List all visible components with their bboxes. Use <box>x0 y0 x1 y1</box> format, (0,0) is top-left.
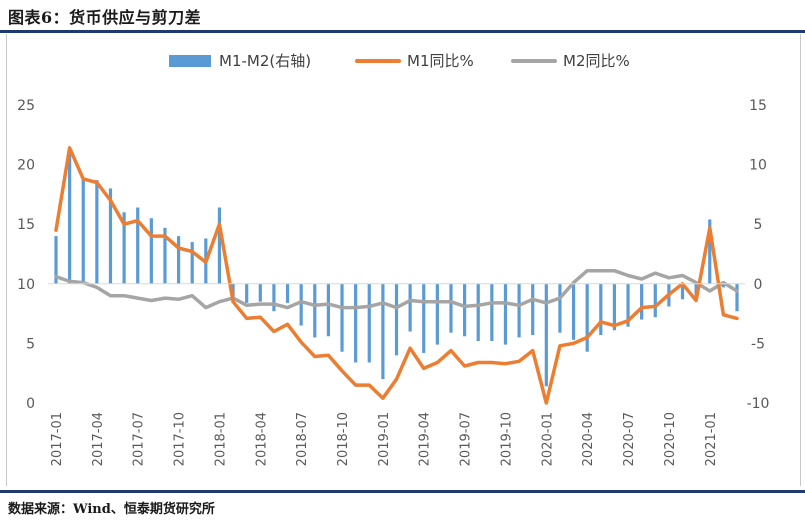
x-tick-2020-07: 2020-07 <box>622 412 637 466</box>
x-tick-2019-04: 2019-04 <box>418 412 433 466</box>
bar-2019-09 <box>490 283 494 342</box>
left-tick-10: 10 <box>17 277 35 293</box>
bar-2017-03 <box>81 178 85 284</box>
bar-2019-11 <box>517 283 521 338</box>
bar-series <box>54 150 739 387</box>
bar-2018-09 <box>326 283 330 337</box>
bar-2020-02 <box>558 283 562 333</box>
x-tick-2019-10: 2019-10 <box>499 412 514 466</box>
bar-2019-05 <box>435 283 439 345</box>
bar-2018-05 <box>272 283 276 312</box>
bar-2017-06 <box>122 212 126 284</box>
bar-2018-07 <box>299 283 303 326</box>
legend-label-m2: M2同比% <box>563 52 630 70</box>
left-tick-15: 15 <box>17 217 35 233</box>
title-rule <box>0 30 805 33</box>
bar-2019-01 <box>381 283 385 380</box>
x-tick-2017-01: 2017-01 <box>50 412 65 466</box>
source-note: 数据来源：Wind、恒泰期货研究所 <box>8 502 215 517</box>
bar-2020-03 <box>571 283 576 340</box>
bar-2018-11 <box>354 283 358 363</box>
bar-2020-07 <box>626 283 630 327</box>
x-tick-2017-10: 2017-10 <box>173 412 188 466</box>
x-tick-2018-10: 2018-10 <box>336 412 351 466</box>
bar-2017-02 <box>68 150 72 284</box>
m1-line <box>54 146 739 405</box>
x-tick-2020-01: 2020-01 <box>540 412 555 466</box>
bar-2021-03 <box>735 283 739 312</box>
bar-2019-07 <box>463 283 467 337</box>
bar-2018-06 <box>285 283 290 303</box>
bar-2019-12 <box>531 283 535 336</box>
bar-2020-06 <box>612 283 617 331</box>
m2-line <box>54 268 739 310</box>
right-tick--10: -10 <box>747 396 770 412</box>
bar-2019-02 <box>394 283 399 356</box>
right-tick-5: 5 <box>754 217 763 233</box>
x-tick-2019-07: 2019-07 <box>459 412 474 466</box>
x-tick-2018-07: 2018-07 <box>295 412 310 466</box>
right-tick-10: 10 <box>749 158 767 174</box>
legend-label-m1: M1同比% <box>407 52 474 70</box>
bar-2020-05 <box>599 283 603 336</box>
bar-2018-04 <box>258 283 262 302</box>
bar-2020-09 <box>653 283 657 318</box>
bar-2020-08 <box>640 283 644 320</box>
bar-2018-08 <box>313 283 317 338</box>
legend-swatch-bar <box>169 55 211 67</box>
bar-2019-06 <box>449 283 453 333</box>
bar-2017-10 <box>176 236 181 284</box>
bar-2020-04 <box>585 283 589 352</box>
title-bar: 图表6：货币供应与剪刀差 <box>0 0 805 30</box>
bar-2019-03 <box>408 283 412 332</box>
bar-2017-01 <box>54 236 58 284</box>
bar-2021-02 <box>721 283 725 288</box>
bar-2018-12 <box>367 283 371 363</box>
bar-2017-08 <box>149 218 153 284</box>
bar-2021-01 <box>708 219 712 284</box>
bar-2020-01 <box>544 283 548 387</box>
x-tick-2018-04: 2018-04 <box>254 412 269 466</box>
x-tick-2017-04: 2017-04 <box>91 412 106 466</box>
x-tick-2018-01: 2018-01 <box>213 412 228 466</box>
chart-frame: M1-M2(右轴) M1同比% M2同比% 0 5 10 15 20 25 -10 -5 0 5 10 1… <box>6 34 801 486</box>
left-tick-25: 25 <box>17 98 35 114</box>
bar-2019-08 <box>476 283 480 342</box>
bar-2019-10 <box>503 283 508 345</box>
x-tick-2021-01: 2021-01 <box>704 412 719 466</box>
left-tick-5: 5 <box>26 336 35 352</box>
bar-2019-04 <box>422 283 426 353</box>
x-tick-2019-01: 2019-01 <box>377 412 392 466</box>
x-tick-2020-04: 2020-04 <box>581 412 596 466</box>
chart-svg: M1-M2(右轴) M1同比% M2同比% 0 5 10 15 20 25 -10 -5 0 5 10 1… <box>17 52 769 466</box>
bar-2017-09 <box>163 227 167 284</box>
bar-2017-04 <box>95 180 99 284</box>
bar-2017-11 <box>190 242 194 284</box>
x-tick-2017-07: 2017-07 <box>132 412 147 466</box>
left-tick-0: 0 <box>26 396 35 412</box>
bar-2017-05 <box>108 188 113 284</box>
footer-rule <box>0 490 805 493</box>
legend: M1-M2(右轴) M1同比% M2同比% <box>169 52 630 70</box>
x-tick-2020-10: 2020-10 <box>663 412 678 466</box>
bar-2018-10 <box>340 283 344 352</box>
chart-title: 图表6：货币供应与剪刀差 <box>8 8 202 27</box>
legend-label-bar: M1-M2(右轴) <box>219 52 311 70</box>
bar-2017-07 <box>136 207 140 284</box>
right-tick--5: -5 <box>751 336 765 352</box>
left-tick-20: 20 <box>17 158 35 174</box>
axes: 0 5 10 15 20 25 -10 -5 0 5 10 15 2017-01 2017-04 2017-… <box>17 98 769 466</box>
right-tick-0: 0 <box>754 277 763 293</box>
line-series <box>54 146 739 405</box>
bar-2020-11 <box>680 283 685 300</box>
bar-2018-01 <box>217 207 222 284</box>
bar-2018-03 <box>245 283 249 303</box>
right-tick-15: 15 <box>749 98 767 114</box>
